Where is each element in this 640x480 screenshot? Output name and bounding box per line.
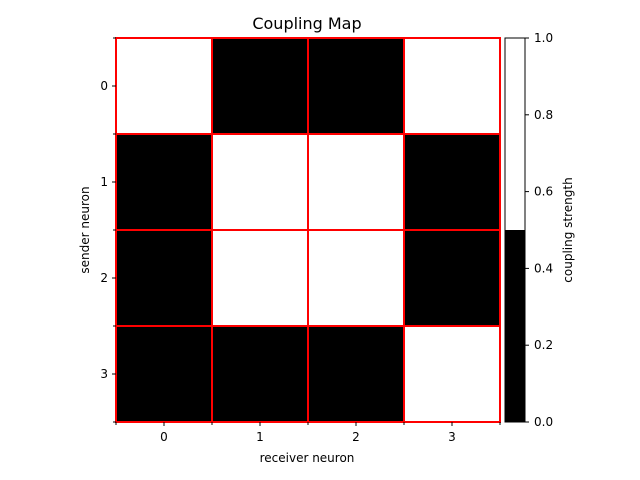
colorbar-label: coupling strength bbox=[561, 177, 575, 282]
colorbar-tick-label-3: 0.6 bbox=[534, 185, 553, 199]
heatmap-cell-2-3 bbox=[404, 230, 500, 326]
heatmap-cell-2-0 bbox=[116, 230, 212, 326]
y-axis-ticks: 0 1 2 3 bbox=[100, 37, 116, 423]
heatmap-cell-3-1 bbox=[212, 326, 308, 422]
heatmap-cell-1-1 bbox=[212, 134, 308, 230]
heatmap-cell-1-2 bbox=[308, 134, 404, 230]
colorbar: 0.0 0.2 0.4 0.6 0.8 1.0 coupling strength bbox=[504, 31, 575, 429]
heatmap-cell-0-1 bbox=[212, 38, 308, 134]
x-tick-label-1: 1 bbox=[256, 430, 264, 444]
heatmap-cell-0-3 bbox=[404, 38, 500, 134]
heatmap-cell-1-3 bbox=[404, 134, 500, 230]
heatmap-cell-0-0 bbox=[116, 38, 212, 134]
heatmap-cell-2-1 bbox=[212, 230, 308, 326]
heatmap-cell-3-3 bbox=[404, 326, 500, 422]
y-tick-label-0: 0 bbox=[100, 79, 108, 93]
heatmap-cells bbox=[116, 38, 500, 422]
colorbar-tick-label-1: 0.2 bbox=[534, 338, 553, 352]
y-axis-label: sender neuron bbox=[78, 186, 92, 273]
colorbar-high-segment bbox=[505, 38, 525, 230]
heatmap-cell-1-0 bbox=[116, 134, 212, 230]
heatmap-cell-2-2 bbox=[308, 230, 404, 326]
colorbar-tick-label-5: 1.0 bbox=[534, 31, 553, 45]
colorbar-tick-label-0: 0.0 bbox=[534, 415, 553, 429]
y-tick-label-3: 3 bbox=[100, 367, 108, 381]
colorbar-tick-label-4: 0.8 bbox=[534, 108, 553, 122]
colorbar-tick-label-2: 0.4 bbox=[534, 261, 553, 275]
x-tick-label-2: 2 bbox=[352, 430, 360, 444]
x-axis-ticks: 0 1 2 3 bbox=[115, 422, 501, 444]
x-tick-label-3: 3 bbox=[448, 430, 456, 444]
y-tick-label-1: 1 bbox=[100, 175, 108, 189]
x-tick-label-0: 0 bbox=[160, 430, 168, 444]
heatmap-cell-0-2 bbox=[308, 38, 404, 134]
heatmap-cell-3-0 bbox=[116, 326, 212, 422]
colorbar-low-segment bbox=[505, 230, 525, 422]
chart-title: Coupling Map bbox=[252, 14, 361, 33]
colorbar-ticks: 0.0 0.2 0.4 0.6 0.8 1.0 bbox=[525, 31, 553, 429]
heatmap-cell-3-2 bbox=[308, 326, 404, 422]
colorbar-frame bbox=[504, 37, 526, 423]
y-tick-label-2: 2 bbox=[100, 271, 108, 285]
x-axis-label: receiver neuron bbox=[260, 451, 355, 465]
